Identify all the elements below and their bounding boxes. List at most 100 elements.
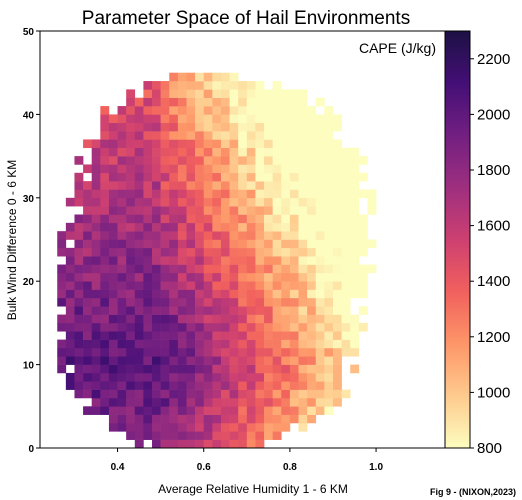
heatmap-cell	[281, 264, 291, 274]
heatmap-cell	[143, 256, 153, 265]
heatmap-cell	[332, 189, 342, 199]
heatmap-cell	[281, 147, 291, 157]
heatmap-cell	[238, 256, 248, 265]
heatmap-cell	[65, 356, 75, 365]
heatmap-cell	[298, 264, 308, 274]
heatmap-cell	[238, 372, 248, 382]
heatmap-cell	[238, 306, 248, 315]
heatmap-cell	[281, 247, 291, 257]
heatmap-cell	[143, 172, 153, 182]
heatmap-cell	[212, 314, 222, 324]
heatmap-cell	[83, 256, 93, 265]
heatmap-cell	[100, 381, 110, 390]
heatmap-cell	[74, 306, 84, 315]
heatmap-cell	[169, 181, 179, 190]
heatmap-cell	[246, 131, 256, 140]
heatmap-cell	[332, 297, 342, 307]
heatmap-cell	[143, 314, 153, 324]
heatmap-cell	[91, 172, 101, 182]
heatmap-cell	[289, 147, 299, 157]
heatmap-cell	[203, 272, 213, 282]
heatmap-cell	[186, 206, 196, 215]
heatmap-cell	[126, 314, 136, 324]
heatmap-cell	[169, 431, 179, 440]
heatmap-cell	[134, 114, 144, 124]
heatmap-cell	[152, 164, 161, 174]
heatmap-cell	[160, 231, 170, 240]
heatmap-cell	[350, 197, 360, 207]
heatmap-cell	[177, 406, 187, 415]
heatmap-cell	[264, 97, 273, 107]
heatmap-cell	[246, 81, 256, 90]
heatmap-cell	[212, 364, 222, 374]
heatmap-cell	[238, 214, 248, 224]
heatmap-cell	[134, 181, 144, 190]
heatmap-cell	[143, 414, 153, 424]
heatmap-cell	[143, 281, 153, 290]
heatmap-cell	[272, 306, 282, 315]
heatmap-cell	[169, 439, 179, 449]
heatmap-cell	[152, 147, 161, 157]
heatmap-cell	[255, 372, 265, 382]
heatmap-cell	[186, 356, 196, 365]
heatmap-cell	[315, 139, 325, 149]
heatmap-cell	[350, 222, 360, 232]
heatmap-cell	[246, 106, 256, 115]
heatmap-cell	[238, 422, 248, 432]
heatmap-cell	[350, 164, 360, 174]
heatmap-cell	[195, 264, 205, 274]
heatmap-cell	[341, 231, 351, 240]
heatmap-cell	[220, 222, 230, 232]
heatmap-cell	[108, 122, 118, 132]
heatmap-cell	[212, 406, 222, 415]
heatmap-cell	[143, 264, 153, 274]
heatmap-cell	[134, 189, 144, 199]
heatmap-cell	[177, 264, 187, 274]
heatmap-cell	[169, 131, 179, 140]
heatmap-cell	[108, 364, 118, 374]
heatmap-cell	[203, 139, 213, 149]
heatmap-cell	[229, 339, 239, 349]
heatmap-cell	[160, 139, 170, 149]
heatmap-cell	[255, 147, 265, 157]
heatmap-cell	[203, 431, 213, 440]
heatmap-cell	[152, 239, 161, 249]
heatmap-cell	[212, 339, 222, 349]
heatmap-cell	[264, 139, 273, 149]
heatmap-cell	[212, 272, 222, 282]
heatmap-cell	[143, 156, 153, 165]
heatmap-cell	[126, 147, 136, 157]
heatmap-cell	[100, 189, 110, 199]
heatmap-cell	[100, 256, 110, 265]
heatmap-cell	[246, 364, 256, 374]
heatmap-cell	[289, 381, 299, 390]
heatmap-cell	[186, 281, 196, 290]
heatmap-cell	[281, 422, 291, 432]
heatmap-cell	[100, 372, 110, 382]
heatmap-cell	[264, 172, 273, 182]
heatmap-cell	[220, 147, 230, 157]
heatmap-cell	[143, 197, 153, 207]
heatmap-cell	[126, 381, 136, 390]
heatmap-cell	[324, 189, 334, 199]
heatmap-cell	[212, 439, 222, 449]
heatmap-cell	[246, 406, 256, 415]
heatmap-cell	[307, 347, 317, 357]
heatmap-cell	[332, 156, 342, 165]
heatmap-cell	[324, 297, 334, 307]
heatmap-cell	[220, 139, 230, 149]
heatmap-cell	[195, 414, 205, 424]
heatmap-cell	[57, 339, 67, 349]
heatmap-cell	[307, 139, 317, 149]
heatmap-cell	[298, 156, 308, 165]
heatmap-cell	[220, 314, 230, 324]
heatmap-cell	[341, 222, 351, 232]
heatmap-cell	[74, 181, 84, 190]
heatmap-cell	[332, 247, 342, 257]
heatmap-cell	[229, 322, 239, 332]
colorbar-tick-label: 1000	[477, 384, 510, 401]
heatmap-cell	[203, 297, 213, 307]
heatmap-cell	[91, 339, 101, 349]
heatmap-cell	[160, 297, 170, 307]
heatmap-cell	[246, 347, 256, 357]
